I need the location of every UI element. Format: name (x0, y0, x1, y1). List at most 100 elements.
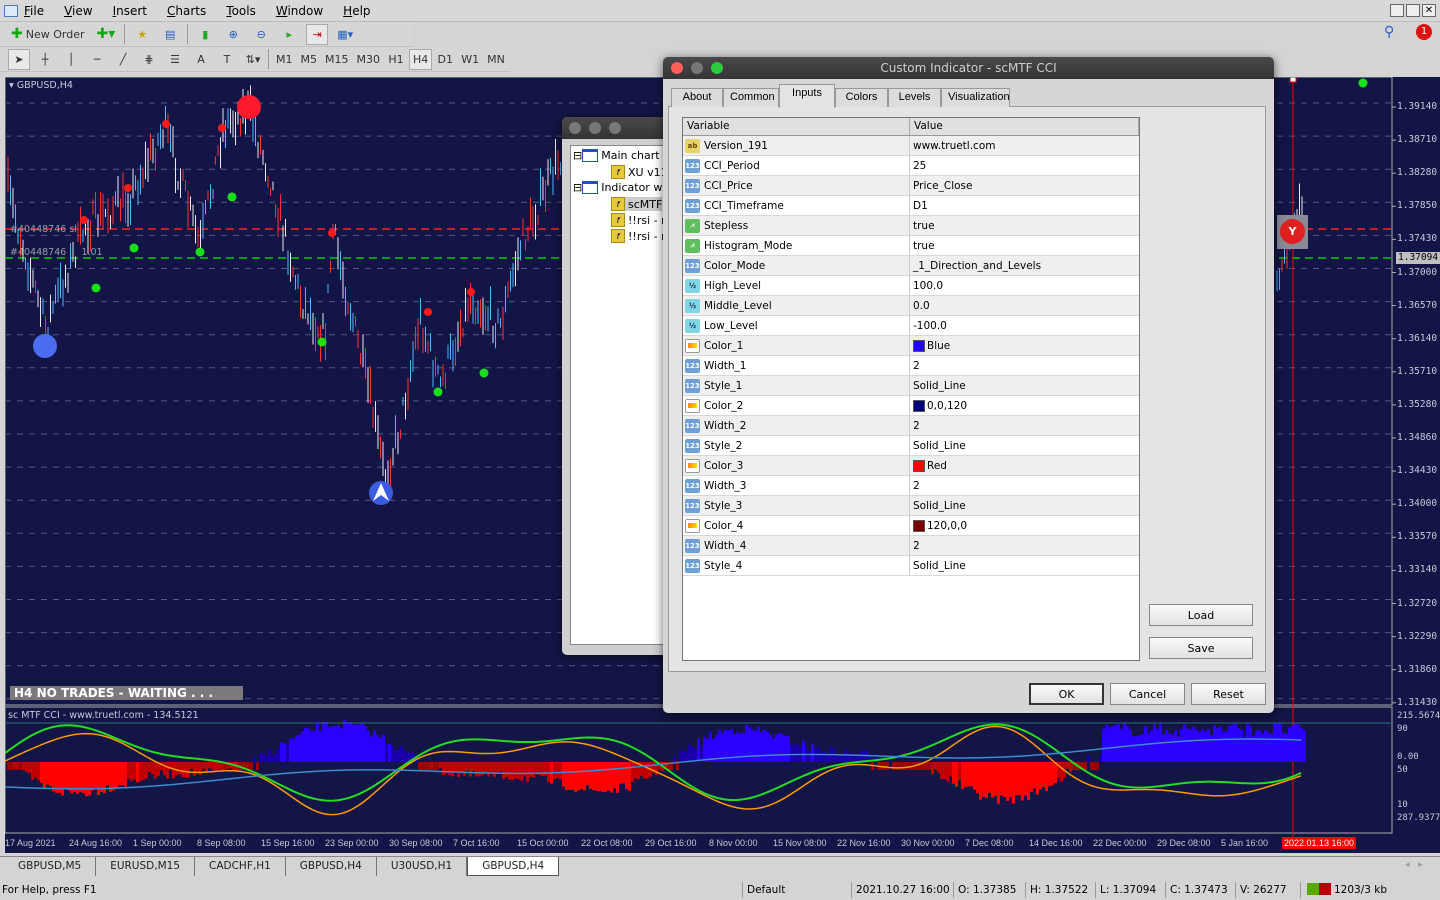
zoom-dot[interactable] (711, 62, 723, 74)
indicators-icon[interactable]: ▦▾ (337, 27, 354, 41)
value-cell[interactable]: 2 (910, 356, 1139, 375)
menu-view[interactable]: View (64, 3, 93, 18)
value-cell[interactable]: Solid_Line (910, 496, 1139, 515)
chart-tab[interactable]: GBPUSD,M5 (4, 857, 97, 876)
menu-window[interactable]: Window (275, 3, 324, 18)
value-cell[interactable]: Red (910, 456, 1139, 475)
tree-item[interactable]: f XU v11 (611, 165, 668, 179)
text-icon[interactable]: A (197, 52, 205, 66)
zoom-in-icon[interactable]: ⊕ (228, 27, 238, 41)
crosshair-icon[interactable]: ┼ (41, 52, 49, 66)
equidistant-channel-icon[interactable]: ⋕ (144, 52, 154, 66)
restore-button[interactable] (1406, 4, 1420, 17)
input-row-version-191[interactable]: ab Version_191 www.truetl.com (683, 136, 1139, 156)
cancel-button[interactable]: Cancel (1110, 683, 1185, 705)
reset-button[interactable]: Reset (1191, 683, 1266, 705)
zoom-out-icon[interactable]: ⊖ (256, 27, 266, 41)
close-dot[interactable] (569, 122, 581, 134)
new-chart-icon[interactable]: ✚▾ (96, 26, 116, 42)
tab-about[interactable]: About (671, 88, 723, 107)
value-cell[interactable]: 25 (910, 156, 1139, 175)
value-cell[interactable]: www.truetl.com (910, 136, 1139, 155)
input-row-style-4[interactable]: 123 Style_4 Solid_Line (683, 556, 1139, 576)
input-row-style-1[interactable]: 123 Style_1 Solid_Line (683, 376, 1139, 396)
input-row-style-3[interactable]: 123 Style_3 Solid_Line (683, 496, 1139, 516)
value-cell[interactable]: 0.0 (910, 296, 1139, 315)
minimize-button[interactable] (1390, 4, 1404, 17)
tab-colors[interactable]: Colors (835, 88, 888, 107)
close-dot[interactable] (671, 62, 683, 74)
value-cell[interactable]: 2 (910, 476, 1139, 495)
menu-tools[interactable]: Tools (226, 3, 256, 18)
tree-item[interactable]: f !!rsi - r (611, 229, 666, 243)
input-row-width-2[interactable]: 123 Width_2 2 (683, 416, 1139, 436)
value-cell[interactable]: 120,0,0 (910, 516, 1139, 535)
chart-tab[interactable]: EURUSD,M15 (96, 857, 195, 876)
tree-item[interactable]: f !!rsi - r (611, 213, 666, 227)
tree-item-selected[interactable]: f scMTF (611, 197, 663, 211)
profiles-icon[interactable]: ★ (137, 27, 148, 41)
timeframe-m30[interactable]: M30 (356, 52, 381, 66)
minimize-dot[interactable] (691, 62, 703, 74)
chart-tab[interactable]: CADCHF,H1 (195, 857, 286, 876)
menu-file[interactable]: File (24, 3, 45, 18)
new-order-button[interactable]: ✚ New Order (8, 24, 87, 45)
ok-button[interactable]: OK (1029, 683, 1104, 705)
input-row-cci-price[interactable]: 123 CCI_Price Price_Close (683, 176, 1139, 196)
input-row-width-3[interactable]: 123 Width_3 2 (683, 476, 1139, 496)
value-cell[interactable]: Solid_Line (910, 556, 1139, 575)
value-cell[interactable]: -100.0 (910, 316, 1139, 335)
value-cell[interactable]: _1_Direction_and_Levels (910, 256, 1139, 275)
tree-item-indicator-window[interactable]: ⊟ Indicator w (573, 181, 663, 194)
input-row-width-4[interactable]: 123 Width_4 2 (683, 536, 1139, 556)
cursor-icon[interactable]: ➤ (8, 48, 30, 70)
value-cell[interactable]: true (910, 216, 1139, 235)
input-row-color-1[interactable]: Color_1 Blue (683, 336, 1139, 356)
tab-levels[interactable]: Levels (888, 88, 941, 107)
menu-insert[interactable]: Insert (112, 3, 148, 18)
input-row-high-level[interactable]: ½ High_Level 100.0 (683, 276, 1139, 296)
navigator-icon[interactable]: ▤ (165, 27, 176, 41)
input-row-cci-period[interactable]: 123 CCI_Period 25 (683, 156, 1139, 176)
timeframe-w1[interactable]: W1 (461, 52, 480, 66)
timeframe-mn[interactable]: MN (487, 52, 505, 66)
tab-visualization[interactable]: Visualization (941, 88, 1010, 107)
value-cell[interactable]: 2 (910, 416, 1139, 435)
trendline-icon[interactable]: ╱ (119, 52, 127, 66)
input-row-color-4[interactable]: Color_4 120,0,0 (683, 516, 1139, 536)
timeframe-h1[interactable]: H1 (388, 52, 404, 66)
input-row-low-level[interactable]: ½ Low_Level -100.0 (683, 316, 1139, 336)
input-row-cci-timeframe[interactable]: 123 CCI_Timeframe D1 (683, 196, 1139, 216)
value-cell[interactable]: true (910, 236, 1139, 255)
timeframe-m1[interactable]: M1 (276, 52, 293, 66)
load-button[interactable]: Load (1149, 604, 1253, 626)
vertical-line-icon[interactable]: │ (67, 52, 75, 66)
input-row-stepless[interactable]: ⩘ Stepless true (683, 216, 1139, 236)
arrows-icon[interactable]: ⇅▾ (245, 52, 261, 66)
input-row-middle-level[interactable]: ½ Middle_Level 0.0 (683, 296, 1139, 316)
timeframe-m15[interactable]: M15 (325, 52, 349, 66)
chart-tab[interactable]: U30USD,H1 (377, 857, 468, 876)
minimize-dot[interactable] (589, 122, 601, 134)
timeframe-h4[interactable]: H4 (409, 48, 433, 70)
value-cell[interactable]: Price_Close (910, 176, 1139, 195)
save-button[interactable]: Save (1149, 637, 1253, 659)
fibonacci-icon[interactable]: ☰ (170, 52, 180, 66)
value-cell[interactable]: Blue (910, 336, 1139, 355)
autoscroll-icon[interactable]: ▸ (286, 27, 293, 41)
value-cell[interactable]: Solid_Line (910, 436, 1139, 455)
text-label-icon[interactable]: T (223, 52, 231, 66)
input-row-color-3[interactable]: Color_3 Red (683, 456, 1139, 476)
candlestick-icon[interactable]: ▮ (202, 27, 209, 41)
input-row-color-mode[interactable]: 123 Color_Mode _1_Direction_and_Levels (683, 256, 1139, 276)
timeframe-m5[interactable]: M5 (300, 52, 318, 66)
value-cell[interactable]: 0,0,120 (910, 396, 1139, 415)
horizontal-line-icon[interactable]: ─ (93, 52, 101, 66)
close-button[interactable]: ✕ (1422, 4, 1436, 17)
chart-tab[interactable]: GBPUSD,H4 (286, 857, 377, 876)
timeframe-d1[interactable]: D1 (437, 52, 454, 66)
tree-item-main-chart[interactable]: ⊟ Main chart (573, 149, 660, 162)
input-row-histogram-mode[interactable]: ⩘ Histogram_Mode true (683, 236, 1139, 256)
zoom-dot[interactable] (609, 122, 621, 134)
notification-badge[interactable]: 1 (1416, 24, 1432, 40)
